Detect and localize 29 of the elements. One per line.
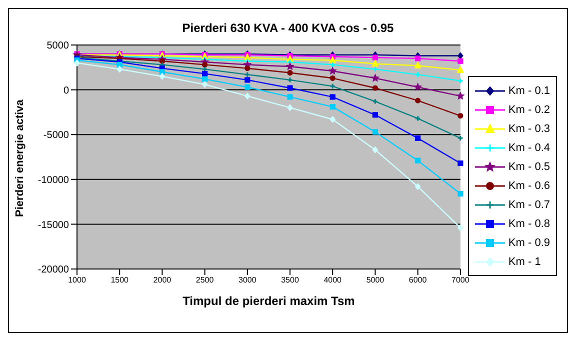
chart-title: Pierderi 630 KVA - 400 KVA cos - 0.95 [181, 20, 395, 37]
legend-label: Km - 0.3 [508, 122, 550, 134]
x-tick-label: 3000 [238, 276, 257, 285]
legend-label: Km - 0.9 [508, 236, 550, 248]
x-tick-label: 2000 [153, 276, 172, 285]
legend-label: Km - 0.5 [508, 160, 550, 172]
x-tick-label: 4000 [324, 276, 342, 285]
y-tick-label: -20000 [38, 264, 70, 276]
legend-label: Km - 0.1 [508, 84, 550, 96]
y-tick-label: -5000 [43, 130, 70, 142]
legend-label: Km - 0.8 [508, 218, 550, 230]
x-tick-label: 1500 [110, 276, 130, 285]
x-tick-label: 1000 [68, 276, 86, 285]
y-tick-label: -15000 [38, 220, 70, 231]
x-tick-label: 2500 [196, 276, 214, 285]
legend-label: Km - 0.7 [508, 198, 550, 210]
legend-label: Km - 0.2 [508, 104, 550, 116]
y-axis-title: Pierderi energie activa [14, 98, 26, 217]
x-tick-label: 6000 [408, 276, 428, 285]
x-tick-label: 3500 [281, 276, 300, 285]
y-tick-label: 0 [63, 85, 70, 96]
x-tick-label: 7000 [452, 276, 470, 285]
x-tick-label: 5000 [366, 276, 385, 285]
legend-label: Km - 0.6 [508, 180, 550, 192]
legend-label: Km - 0.4 [508, 142, 550, 154]
y-tick-label: 5000 [46, 40, 70, 52]
x-axis-title: Timpul de pierderi maxim Tsm [182, 294, 355, 308]
legend-label: Km - 1 [508, 256, 541, 268]
y-tick-label: -10000 [38, 174, 70, 186]
